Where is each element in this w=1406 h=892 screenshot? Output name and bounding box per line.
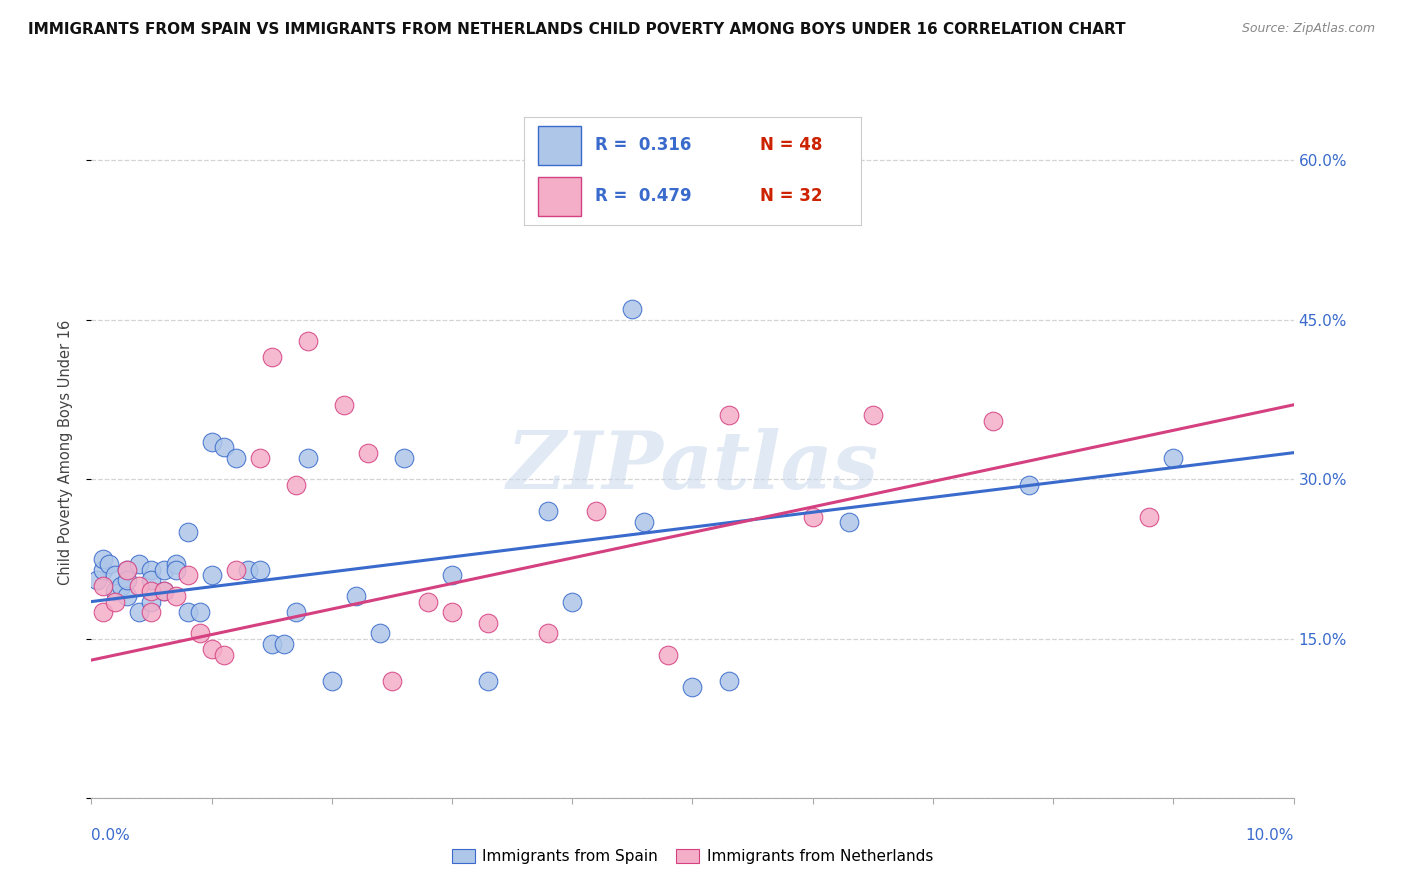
Point xyxy=(633,515,655,529)
Point xyxy=(86,574,108,588)
Point xyxy=(392,450,415,465)
Point xyxy=(93,605,115,619)
Point xyxy=(778,195,800,210)
Point xyxy=(273,637,295,651)
Text: 0.0%: 0.0% xyxy=(91,828,131,843)
Point xyxy=(165,563,187,577)
Point xyxy=(717,409,740,423)
Point xyxy=(98,558,121,572)
Point xyxy=(93,563,115,577)
Point xyxy=(321,674,343,689)
Point xyxy=(188,605,211,619)
Point xyxy=(681,680,703,694)
Point xyxy=(141,605,163,619)
Point xyxy=(862,409,884,423)
Point xyxy=(537,626,560,640)
Point xyxy=(416,594,439,608)
Text: 10.0%: 10.0% xyxy=(1246,828,1294,843)
Point xyxy=(104,594,127,608)
Y-axis label: Child Poverty Among Boys Under 16: Child Poverty Among Boys Under 16 xyxy=(58,320,73,585)
Point xyxy=(585,504,607,518)
Point xyxy=(561,594,583,608)
Point xyxy=(212,441,235,455)
Point xyxy=(176,605,198,619)
Point xyxy=(381,674,404,689)
Point xyxy=(188,626,211,640)
Point xyxy=(440,568,463,582)
Point xyxy=(344,589,367,603)
Point xyxy=(141,563,163,577)
Text: ZIPatlas: ZIPatlas xyxy=(506,428,879,505)
Point xyxy=(621,302,644,317)
Point xyxy=(201,435,224,450)
Point xyxy=(141,574,163,588)
Point xyxy=(236,563,259,577)
Point xyxy=(201,642,224,657)
Point xyxy=(537,504,560,518)
Point xyxy=(357,445,380,460)
Text: Source: ZipAtlas.com: Source: ZipAtlas.com xyxy=(1241,22,1375,36)
Point xyxy=(333,398,356,412)
Point xyxy=(657,648,679,662)
Point xyxy=(93,552,115,566)
Point xyxy=(152,563,174,577)
Point xyxy=(249,563,271,577)
Point xyxy=(225,563,247,577)
Point xyxy=(117,574,139,588)
Point xyxy=(477,674,499,689)
Point xyxy=(110,579,132,593)
Point xyxy=(201,568,224,582)
Point xyxy=(717,674,740,689)
Point xyxy=(477,615,499,630)
Point xyxy=(801,509,824,524)
Point xyxy=(225,450,247,465)
Point xyxy=(104,568,127,582)
Point xyxy=(297,334,319,348)
Point xyxy=(981,414,1004,428)
Point xyxy=(1137,509,1160,524)
Point xyxy=(141,594,163,608)
Text: IMMIGRANTS FROM SPAIN VS IMMIGRANTS FROM NETHERLANDS CHILD POVERTY AMONG BOYS UN: IMMIGRANTS FROM SPAIN VS IMMIGRANTS FROM… xyxy=(28,22,1126,37)
Point xyxy=(297,450,319,465)
Point xyxy=(440,605,463,619)
Point xyxy=(165,589,187,603)
Legend: Immigrants from Spain, Immigrants from Netherlands: Immigrants from Spain, Immigrants from N… xyxy=(446,843,939,871)
Point xyxy=(284,605,307,619)
Point xyxy=(128,558,150,572)
Point xyxy=(152,583,174,598)
Point xyxy=(117,589,139,603)
Point xyxy=(117,563,139,577)
Point xyxy=(1161,450,1184,465)
Point xyxy=(104,583,127,598)
Point xyxy=(212,648,235,662)
Point xyxy=(93,579,115,593)
Point xyxy=(284,477,307,491)
Point xyxy=(152,583,174,598)
Point xyxy=(260,637,283,651)
Point xyxy=(249,450,271,465)
Point xyxy=(176,525,198,540)
Point xyxy=(176,568,198,582)
Point xyxy=(165,558,187,572)
Point xyxy=(260,350,283,364)
Point xyxy=(838,515,860,529)
Point xyxy=(128,605,150,619)
Point xyxy=(117,563,139,577)
Point xyxy=(141,583,163,598)
Point xyxy=(368,626,391,640)
Point xyxy=(128,579,150,593)
Point xyxy=(1018,477,1040,491)
